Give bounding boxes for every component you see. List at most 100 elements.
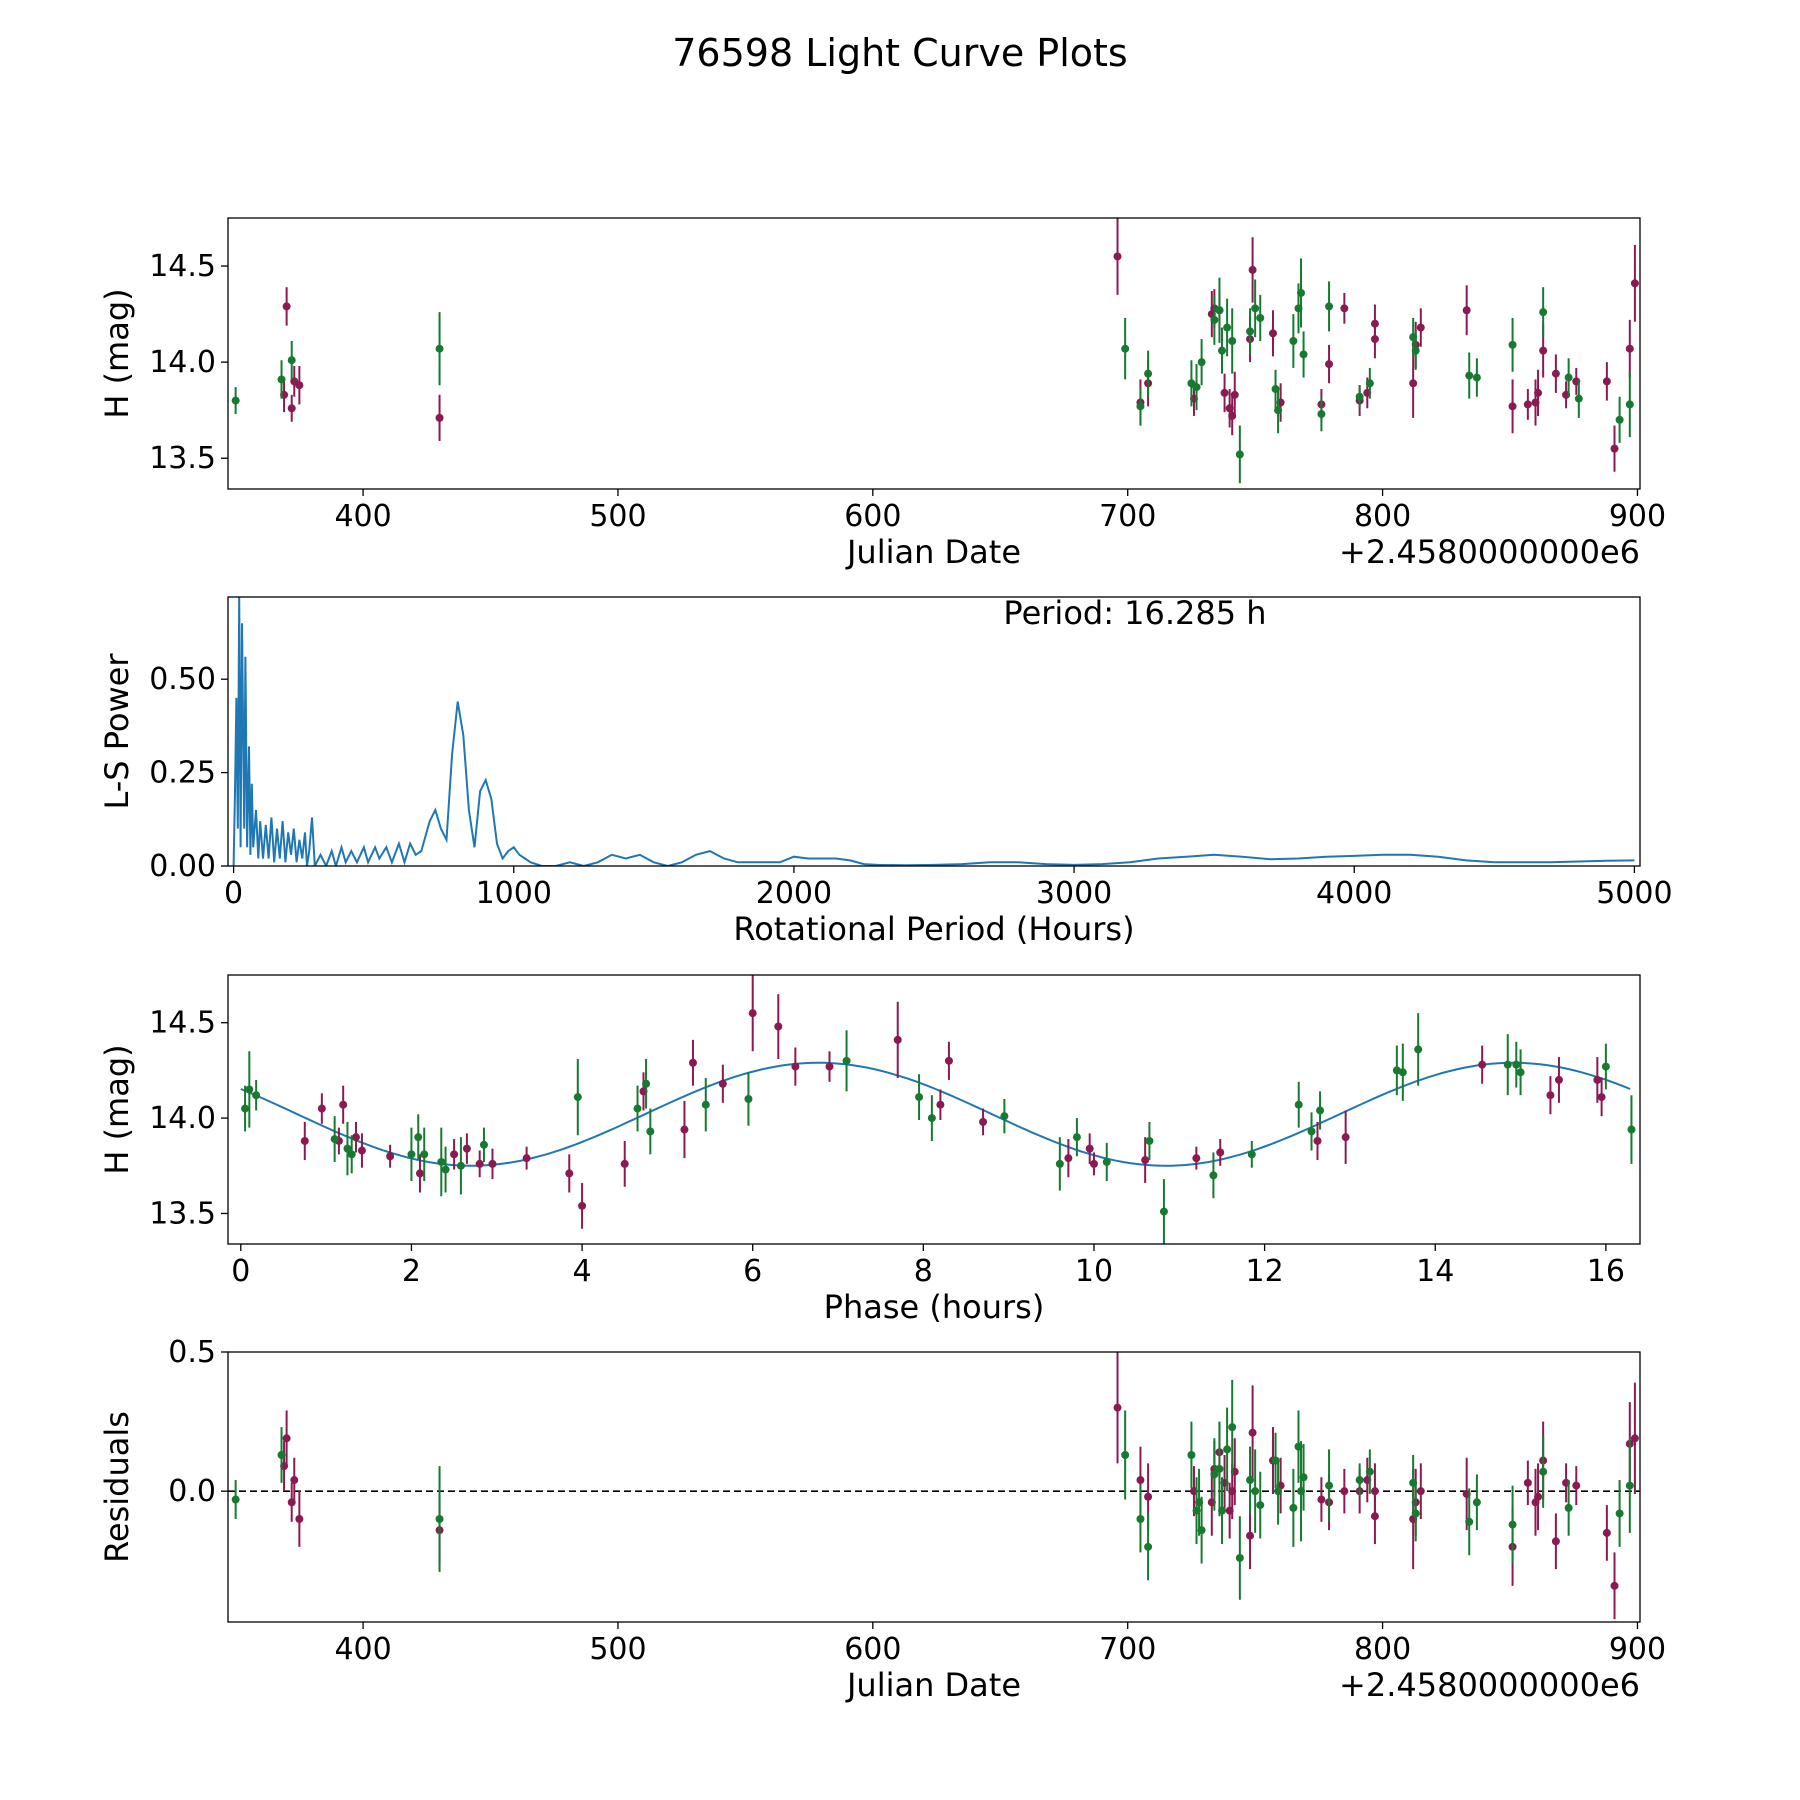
data-point [1416, 323, 1425, 332]
data-point [414, 1133, 423, 1142]
data-point [1572, 1481, 1581, 1490]
data-point [565, 1169, 574, 1178]
plot-area [228, 1352, 1640, 1620]
data-point [1411, 1509, 1420, 1518]
data-point [1615, 415, 1624, 424]
data-point [1625, 400, 1634, 409]
data-point [287, 356, 296, 365]
x-tick-label: 900 [1609, 1632, 1666, 1667]
data-point [450, 1150, 459, 1159]
data-point [479, 1140, 488, 1149]
data-point [415, 1169, 424, 1178]
fit-curve [240, 1061, 1631, 1167]
data-point [633, 1104, 642, 1113]
data-point [1055, 1159, 1064, 1168]
data-point [1220, 388, 1229, 397]
x-offset-text: +2.4580000000e6 [1339, 1666, 1640, 1704]
data-point [1523, 1478, 1532, 1487]
data-point [1121, 344, 1130, 353]
panel-phase: 0 2 4 6 8 10 12 14 16 13.5 14.0 14.5 Phase (hours) H … [98, 974, 1641, 1326]
data-point [522, 1154, 531, 1163]
data-point [1210, 315, 1219, 324]
data-point [295, 1515, 304, 1524]
data-point [1414, 1045, 1423, 1054]
data-point [1398, 1068, 1407, 1077]
data-point [277, 1450, 286, 1459]
data-point [1274, 406, 1283, 415]
data-point [1411, 346, 1420, 355]
data-point [435, 413, 444, 422]
x-tick-label: 2000 [756, 876, 832, 911]
y-tick-label: 14.5 [149, 249, 216, 284]
data-point [317, 1104, 326, 1113]
period-annotation: Period: 16.285 h [1003, 594, 1266, 632]
data-point [277, 375, 286, 384]
data-point [620, 1159, 629, 1168]
data-point [1564, 1503, 1573, 1512]
data-point [1218, 1506, 1227, 1515]
data-point [1235, 1553, 1244, 1562]
data-point [774, 1022, 783, 1031]
data-point [1472, 1498, 1481, 1507]
data-point [1113, 1403, 1122, 1412]
data-point [1218, 346, 1227, 355]
data-point [936, 1100, 945, 1109]
data-point [1299, 350, 1308, 359]
data-point [245, 1085, 254, 1094]
data-point [1289, 337, 1298, 346]
data-point [1251, 1487, 1260, 1496]
data-point [1597, 1093, 1606, 1102]
plot-area [231, 218, 1639, 484]
data-point [1625, 1481, 1634, 1490]
data-point [1554, 1075, 1563, 1084]
data-point [1602, 1528, 1611, 1537]
data-point [1136, 1515, 1145, 1524]
data-point [1534, 388, 1543, 397]
x-tick-label: 600 [844, 1632, 901, 1667]
data-point [1085, 1144, 1094, 1153]
data-point [1136, 402, 1145, 411]
data-point [1516, 1068, 1525, 1077]
y-tick-label: 14.0 [149, 345, 216, 380]
data-point [1523, 400, 1532, 409]
data-point [1465, 1517, 1474, 1526]
x-tick-label: 900 [1609, 499, 1666, 534]
axes-frame [227, 1351, 1641, 1623]
data-point [573, 1093, 582, 1102]
data-point [343, 1144, 352, 1153]
data-point [300, 1136, 309, 1145]
x-tick-label: 700 [1099, 1632, 1156, 1667]
x-tick-label: 500 [589, 499, 646, 534]
y-tick-label: 0.25 [149, 756, 216, 791]
x-tick-label: 1000 [476, 876, 552, 911]
data-point [1089, 1159, 1098, 1168]
x-tick-label: 800 [1354, 499, 1411, 534]
x-tick-label: 4000 [1316, 876, 1392, 911]
data-point [1187, 1450, 1196, 1459]
y-axis-label: Residuals [98, 1411, 136, 1563]
data-point [1409, 379, 1418, 388]
data-point [386, 1152, 395, 1161]
x-tick-label: 16 [1587, 1254, 1625, 1289]
data-point [1602, 377, 1611, 386]
y-tick-label: 0.5 [168, 1335, 216, 1370]
data-point [1317, 410, 1326, 419]
data-point [1462, 306, 1471, 315]
x-axis-label: Phase (hours) [824, 1288, 1045, 1326]
data-point [1630, 279, 1639, 288]
data-point [435, 344, 444, 353]
data-point [1247, 1150, 1256, 1159]
x-axis-label: Julian Date [845, 533, 1021, 571]
data-point [252, 1091, 261, 1100]
data-point [1064, 1154, 1073, 1163]
x-axis-label: Rotational Period (Hours) [733, 910, 1134, 948]
data-point [578, 1201, 587, 1210]
data-point [1223, 323, 1232, 332]
y-tick-label: 0.50 [149, 662, 216, 697]
data-point [1546, 1091, 1555, 1100]
x-tick-label: 10 [1075, 1254, 1113, 1289]
figure-title: 76598 Light Curve Plots [672, 31, 1127, 75]
data-point [1197, 358, 1206, 367]
data-point [1472, 373, 1481, 382]
data-point [1268, 329, 1277, 338]
